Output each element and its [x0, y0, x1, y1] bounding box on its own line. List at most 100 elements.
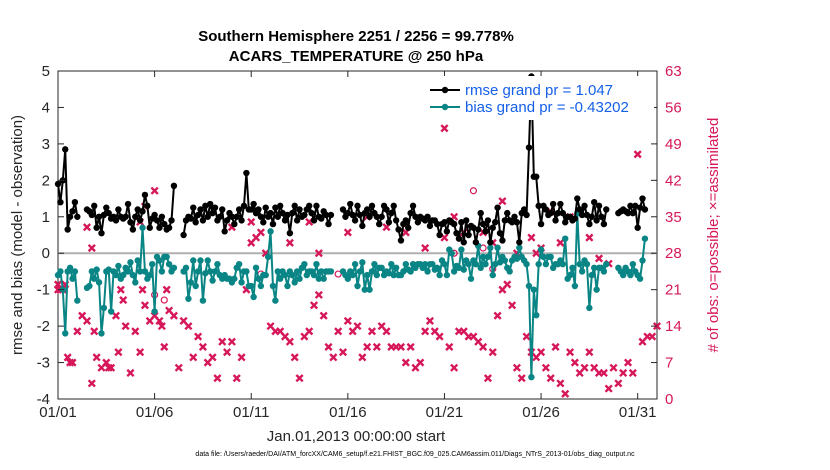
obs-x-stroke — [285, 337, 294, 346]
bias-point — [199, 297, 207, 304]
bias-point — [132, 279, 139, 286]
rmse-point — [624, 209, 632, 217]
bias-point — [163, 253, 170, 261]
rmse-point — [204, 213, 211, 220]
rmse-point — [132, 213, 139, 220]
rmse-point — [93, 224, 100, 231]
obs-assimilated-marker — [358, 353, 367, 362]
bias-point — [434, 264, 441, 271]
rmse-point — [151, 211, 158, 219]
bias-point — [424, 268, 431, 275]
rmse-point — [477, 209, 484, 217]
bias-point — [243, 268, 250, 275]
x-tick-label: 01/26 — [522, 404, 560, 421]
obs-assimilated-marker — [314, 249, 323, 258]
obs-assimilated-marker — [223, 348, 232, 357]
obs-assimilated-marker — [648, 332, 657, 341]
rmse-point — [537, 220, 545, 228]
obs-x-stroke — [570, 358, 579, 367]
rmse-point — [156, 224, 163, 231]
obs-x-stroke — [435, 332, 444, 341]
obs-x-stroke — [92, 353, 101, 362]
x-tick-label: 01/01 — [39, 404, 77, 421]
bias-point — [639, 257, 646, 264]
obs-x-stroke — [604, 384, 613, 393]
obs-assimilated-marker — [136, 348, 145, 357]
rmse-point — [535, 202, 542, 210]
obs-x-stroke — [78, 311, 87, 320]
rmse-point — [424, 213, 431, 220]
rmse-point — [595, 202, 603, 210]
obs-assimilated-marker — [92, 353, 101, 362]
y2-tick-label: 56 — [665, 99, 682, 116]
rmse-point — [533, 173, 540, 180]
rmse-point — [153, 217, 161, 224]
obs-x-stroke — [556, 238, 565, 247]
bias-point — [74, 297, 81, 304]
obs-assimilated-marker — [66, 358, 75, 367]
rmse-point — [591, 199, 598, 206]
rmse-point — [586, 220, 593, 228]
y-axis-label: rmse and bias (model - observation) — [9, 115, 26, 355]
rmse-point — [305, 202, 313, 210]
bias-point — [136, 268, 144, 275]
y-tick-label: -4 — [37, 391, 50, 408]
rmse-point — [465, 231, 472, 239]
bias-point — [629, 260, 637, 268]
obs-x-stroke — [111, 311, 121, 320]
obs-x-stroke — [488, 348, 497, 357]
rmse-point — [274, 213, 281, 220]
rmse-point — [74, 213, 81, 220]
rmse-point — [593, 217, 600, 224]
rmse-point — [54, 180, 62, 188]
rmse-point — [496, 229, 504, 237]
legend-bias-label: bias grand pr = -0.43202 — [465, 99, 629, 116]
obs-assimilated-marker — [363, 342, 372, 351]
rmse-point — [192, 219, 199, 226]
obs-x-stroke — [527, 233, 536, 242]
bias-point — [354, 282, 361, 290]
rmse-point — [233, 213, 240, 220]
rmse-point — [627, 202, 634, 210]
rmse-point — [542, 206, 550, 213]
rmse-point — [66, 213, 74, 220]
rmse-point — [426, 222, 434, 230]
rmse-point — [559, 209, 567, 217]
bias-point — [231, 275, 238, 282]
rmse-point — [129, 226, 137, 233]
bias-point — [528, 373, 535, 381]
bias-point — [127, 259, 134, 266]
obs-x-stroke — [561, 389, 570, 398]
rmse-point — [525, 144, 533, 151]
obs-x-stroke — [114, 348, 123, 357]
obs-x-stroke — [266, 322, 275, 331]
bias-point — [86, 282, 93, 290]
obs-assimilated-marker — [541, 363, 550, 372]
obs-x-stroke — [551, 342, 560, 351]
obs-assimilated-marker — [334, 327, 343, 336]
obs-assimilated-marker — [435, 332, 444, 341]
obs-x-stroke — [157, 322, 166, 331]
obs-assimilated-marker — [90, 327, 99, 336]
bias-point — [238, 279, 245, 286]
bias-point — [187, 279, 195, 286]
rmse-point — [286, 229, 294, 237]
bias-point — [120, 271, 127, 279]
rmse-point — [62, 146, 69, 153]
rmse-point — [462, 217, 470, 224]
rmse-point — [187, 215, 195, 222]
obs-x-stroke — [599, 368, 608, 378]
rmse-point — [523, 211, 530, 219]
legend-rmse-label: rmse grand pr = 1.047 — [465, 82, 613, 99]
rmse-point — [547, 209, 554, 217]
x-tick-label: 01/21 — [426, 404, 464, 421]
bias-point — [62, 330, 69, 337]
obs-assimilated-marker — [140, 301, 150, 310]
rmse-point — [223, 217, 231, 224]
obs-x-stroke — [546, 374, 555, 383]
obs-assimilated-marker — [498, 197, 507, 206]
obs-assimilated-marker — [421, 327, 430, 336]
x-tick-label: 01/06 — [136, 404, 174, 421]
obs-assimilated-marker — [614, 379, 623, 388]
obs-assimilated-marker — [126, 368, 135, 378]
